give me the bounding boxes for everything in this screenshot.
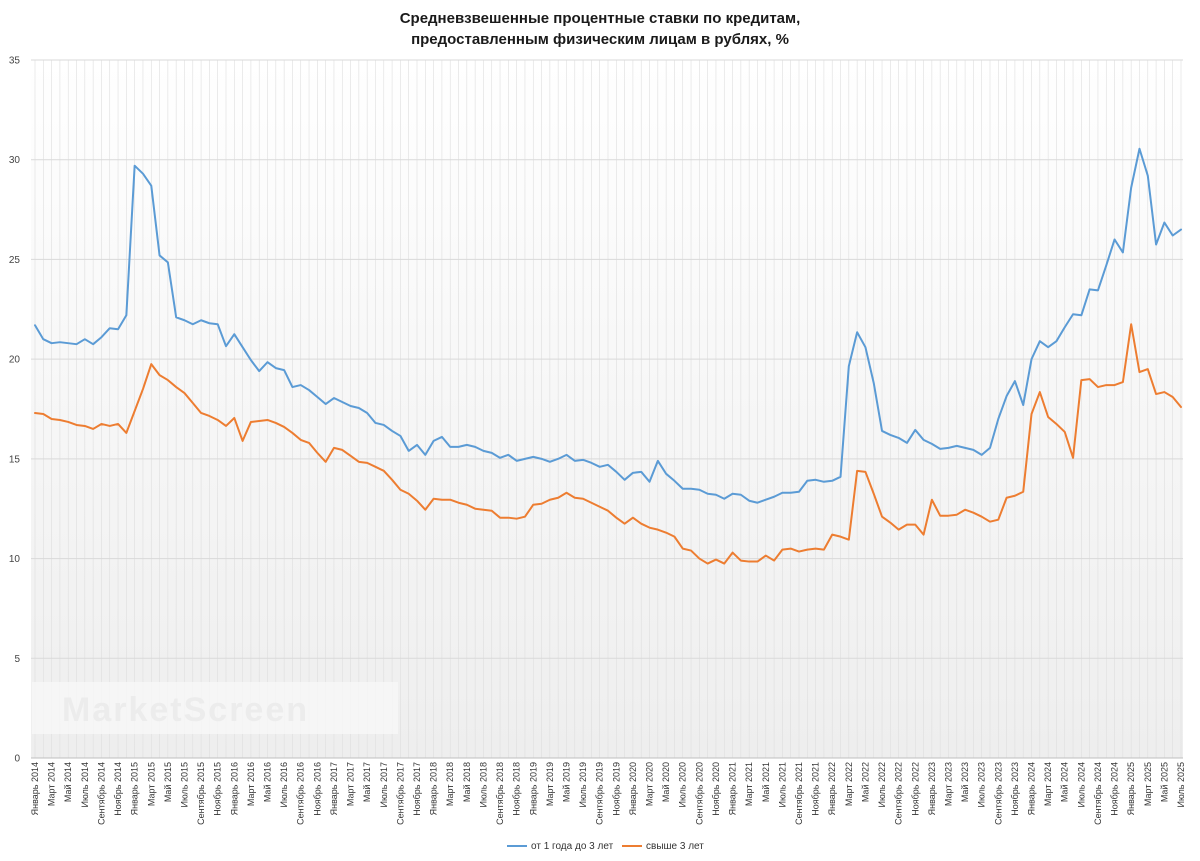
x-tick-label: Март 2015 xyxy=(146,762,156,806)
x-tick-label: Январь 2019 xyxy=(528,762,538,815)
x-tick-label: Май 2023 xyxy=(960,762,970,802)
x-tick-label: Январь 2017 xyxy=(329,762,339,815)
x-tick-label: Июль 2024 xyxy=(1076,762,1086,807)
y-tick-label: 35 xyxy=(9,56,21,67)
x-tick-label: Июль 2025 xyxy=(1176,762,1186,807)
x-tick-label: Июль 2014 xyxy=(80,762,90,807)
x-tick-label: Март 2021 xyxy=(744,762,754,806)
chart-title: Средневзвешенные процентные ставки по кр… xyxy=(0,8,1200,50)
legend-label-series-2: свыше 3 лет xyxy=(646,841,704,852)
x-tick-label: Сентябрь 2019 xyxy=(595,762,605,825)
x-tick-label: Ноябрь 2018 xyxy=(512,762,522,816)
x-tick-label: Ноябрь 2016 xyxy=(312,762,322,816)
x-tick-label: Май 2018 xyxy=(462,762,472,802)
x-tick-label: Март 2019 xyxy=(545,762,555,806)
y-axis-ticks: 0 5 10 15 20 25 30 35 xyxy=(9,56,21,765)
x-tick-label: Июль 2023 xyxy=(977,762,987,807)
chart-title-line-1: Средневзвешенные процентные ставки по кр… xyxy=(399,10,801,27)
x-tick-label: Ноябрь 2019 xyxy=(611,762,621,816)
x-tick-label: Сентябрь 2015 xyxy=(196,762,206,825)
x-tick-label: Март 2020 xyxy=(645,762,655,806)
x-tick-label: Май 2016 xyxy=(263,762,273,802)
x-tick-label: Март 2025 xyxy=(1143,762,1153,806)
x-tick-label: Июль 2019 xyxy=(578,762,588,807)
y-tick-label: 20 xyxy=(9,355,21,366)
x-tick-label: Ноябрь 2024 xyxy=(1110,762,1120,816)
x-tick-label: Сентябрь 2023 xyxy=(993,762,1003,825)
x-tick-label: Март 2018 xyxy=(445,762,455,806)
x-tick-label: Март 2016 xyxy=(246,762,256,806)
chart-title-line-2: предоставленным физическим лицам в рубля… xyxy=(411,31,789,48)
x-tick-label: Сентябрь 2017 xyxy=(395,762,405,825)
x-tick-label: Июль 2017 xyxy=(379,762,389,807)
x-tick-label: Май 2017 xyxy=(362,762,372,802)
x-tick-label: Ноябрь 2023 xyxy=(1010,762,1020,816)
legend-label-series-1: от 1 года до 3 лет xyxy=(531,841,614,852)
x-tick-label: Июль 2020 xyxy=(678,762,688,807)
x-tick-label: Май 2020 xyxy=(661,762,671,802)
y-tick-label: 10 xyxy=(9,554,21,565)
x-tick-label: Июль 2021 xyxy=(777,762,787,807)
x-tick-label: Ноябрь 2020 xyxy=(711,762,721,816)
x-tick-label: Январь 2022 xyxy=(827,762,837,815)
vertical-gridlines xyxy=(34,60,1182,758)
x-tick-label: Май 2024 xyxy=(1060,762,1070,802)
x-tick-label: Май 2025 xyxy=(1159,762,1169,802)
x-tick-label: Сентябрь 2016 xyxy=(296,762,306,825)
x-tick-label: Июль 2015 xyxy=(179,762,189,807)
series-line-1 xyxy=(34,147,1182,504)
plot-background xyxy=(31,60,1183,758)
x-tick-label: Май 2022 xyxy=(860,762,870,802)
watermark-box xyxy=(32,682,398,734)
y-tick-label: 30 xyxy=(9,155,21,166)
x-tick-label: Сентябрь 2020 xyxy=(694,762,704,825)
x-tick-label: Ноябрь 2017 xyxy=(412,762,422,816)
x-tick-label: Сентябрь 2024 xyxy=(1093,762,1103,825)
y-tick-label: 25 xyxy=(9,255,21,266)
x-tick-label: Ноябрь 2015 xyxy=(213,762,223,816)
x-tick-label: Январь 2016 xyxy=(229,762,239,815)
y-tick-label: 5 xyxy=(14,654,20,665)
y-tick-label: 15 xyxy=(9,454,21,465)
x-tick-label: Март 2024 xyxy=(1043,762,1053,806)
x-tick-label: Июль 2022 xyxy=(877,762,887,807)
x-tick-label: Сентябрь 2014 xyxy=(96,762,106,825)
x-tick-label: Январь 2021 xyxy=(728,762,738,815)
x-tick-label: Сентябрь 2022 xyxy=(894,762,904,825)
x-tick-label: Март 2014 xyxy=(47,762,57,806)
x-tick-label: Ноябрь 2014 xyxy=(113,762,123,816)
x-tick-label: Март 2023 xyxy=(943,762,953,806)
x-tick-label: Январь 2014 xyxy=(30,762,40,815)
x-tick-label: Май 2019 xyxy=(561,762,571,802)
x-tick-label: Сентябрь 2018 xyxy=(495,762,505,825)
x-tick-label: Май 2014 xyxy=(63,762,73,802)
series-line-2 xyxy=(34,323,1182,565)
legend: от 1 года до 3 лет свыше 3 лет xyxy=(507,841,704,852)
watermark-text: MarketScreen xyxy=(62,691,309,729)
x-axis-tick-labels: Январь 2014 Март 2014 Май 2014 Июль 2014 Сен… xyxy=(30,762,1186,825)
x-tick-label: Январь 2015 xyxy=(130,762,140,815)
x-tick-label: Январь 2024 xyxy=(1027,762,1037,815)
x-tick-label: Ноябрь 2022 xyxy=(910,762,920,816)
x-tick-label: Май 2015 xyxy=(163,762,173,802)
x-tick-label: Май 2021 xyxy=(761,762,771,802)
x-tick-label: Январь 2025 xyxy=(1126,762,1136,815)
y-tick-label: 0 xyxy=(14,754,20,765)
x-tick-label: Март 2022 xyxy=(844,762,854,806)
x-tick-label: Январь 2020 xyxy=(628,762,638,815)
x-tick-label: Январь 2023 xyxy=(927,762,937,815)
x-tick-label: Июль 2018 xyxy=(478,762,488,807)
x-tick-label: Ноябрь 2021 xyxy=(811,762,821,816)
x-tick-label: Сентябрь 2021 xyxy=(794,762,804,825)
x-tick-label: Март 2017 xyxy=(346,762,356,806)
x-tick-label: Июль 2016 xyxy=(279,762,289,807)
series-lines xyxy=(34,147,1182,565)
x-tick-label: Январь 2018 xyxy=(429,762,439,815)
